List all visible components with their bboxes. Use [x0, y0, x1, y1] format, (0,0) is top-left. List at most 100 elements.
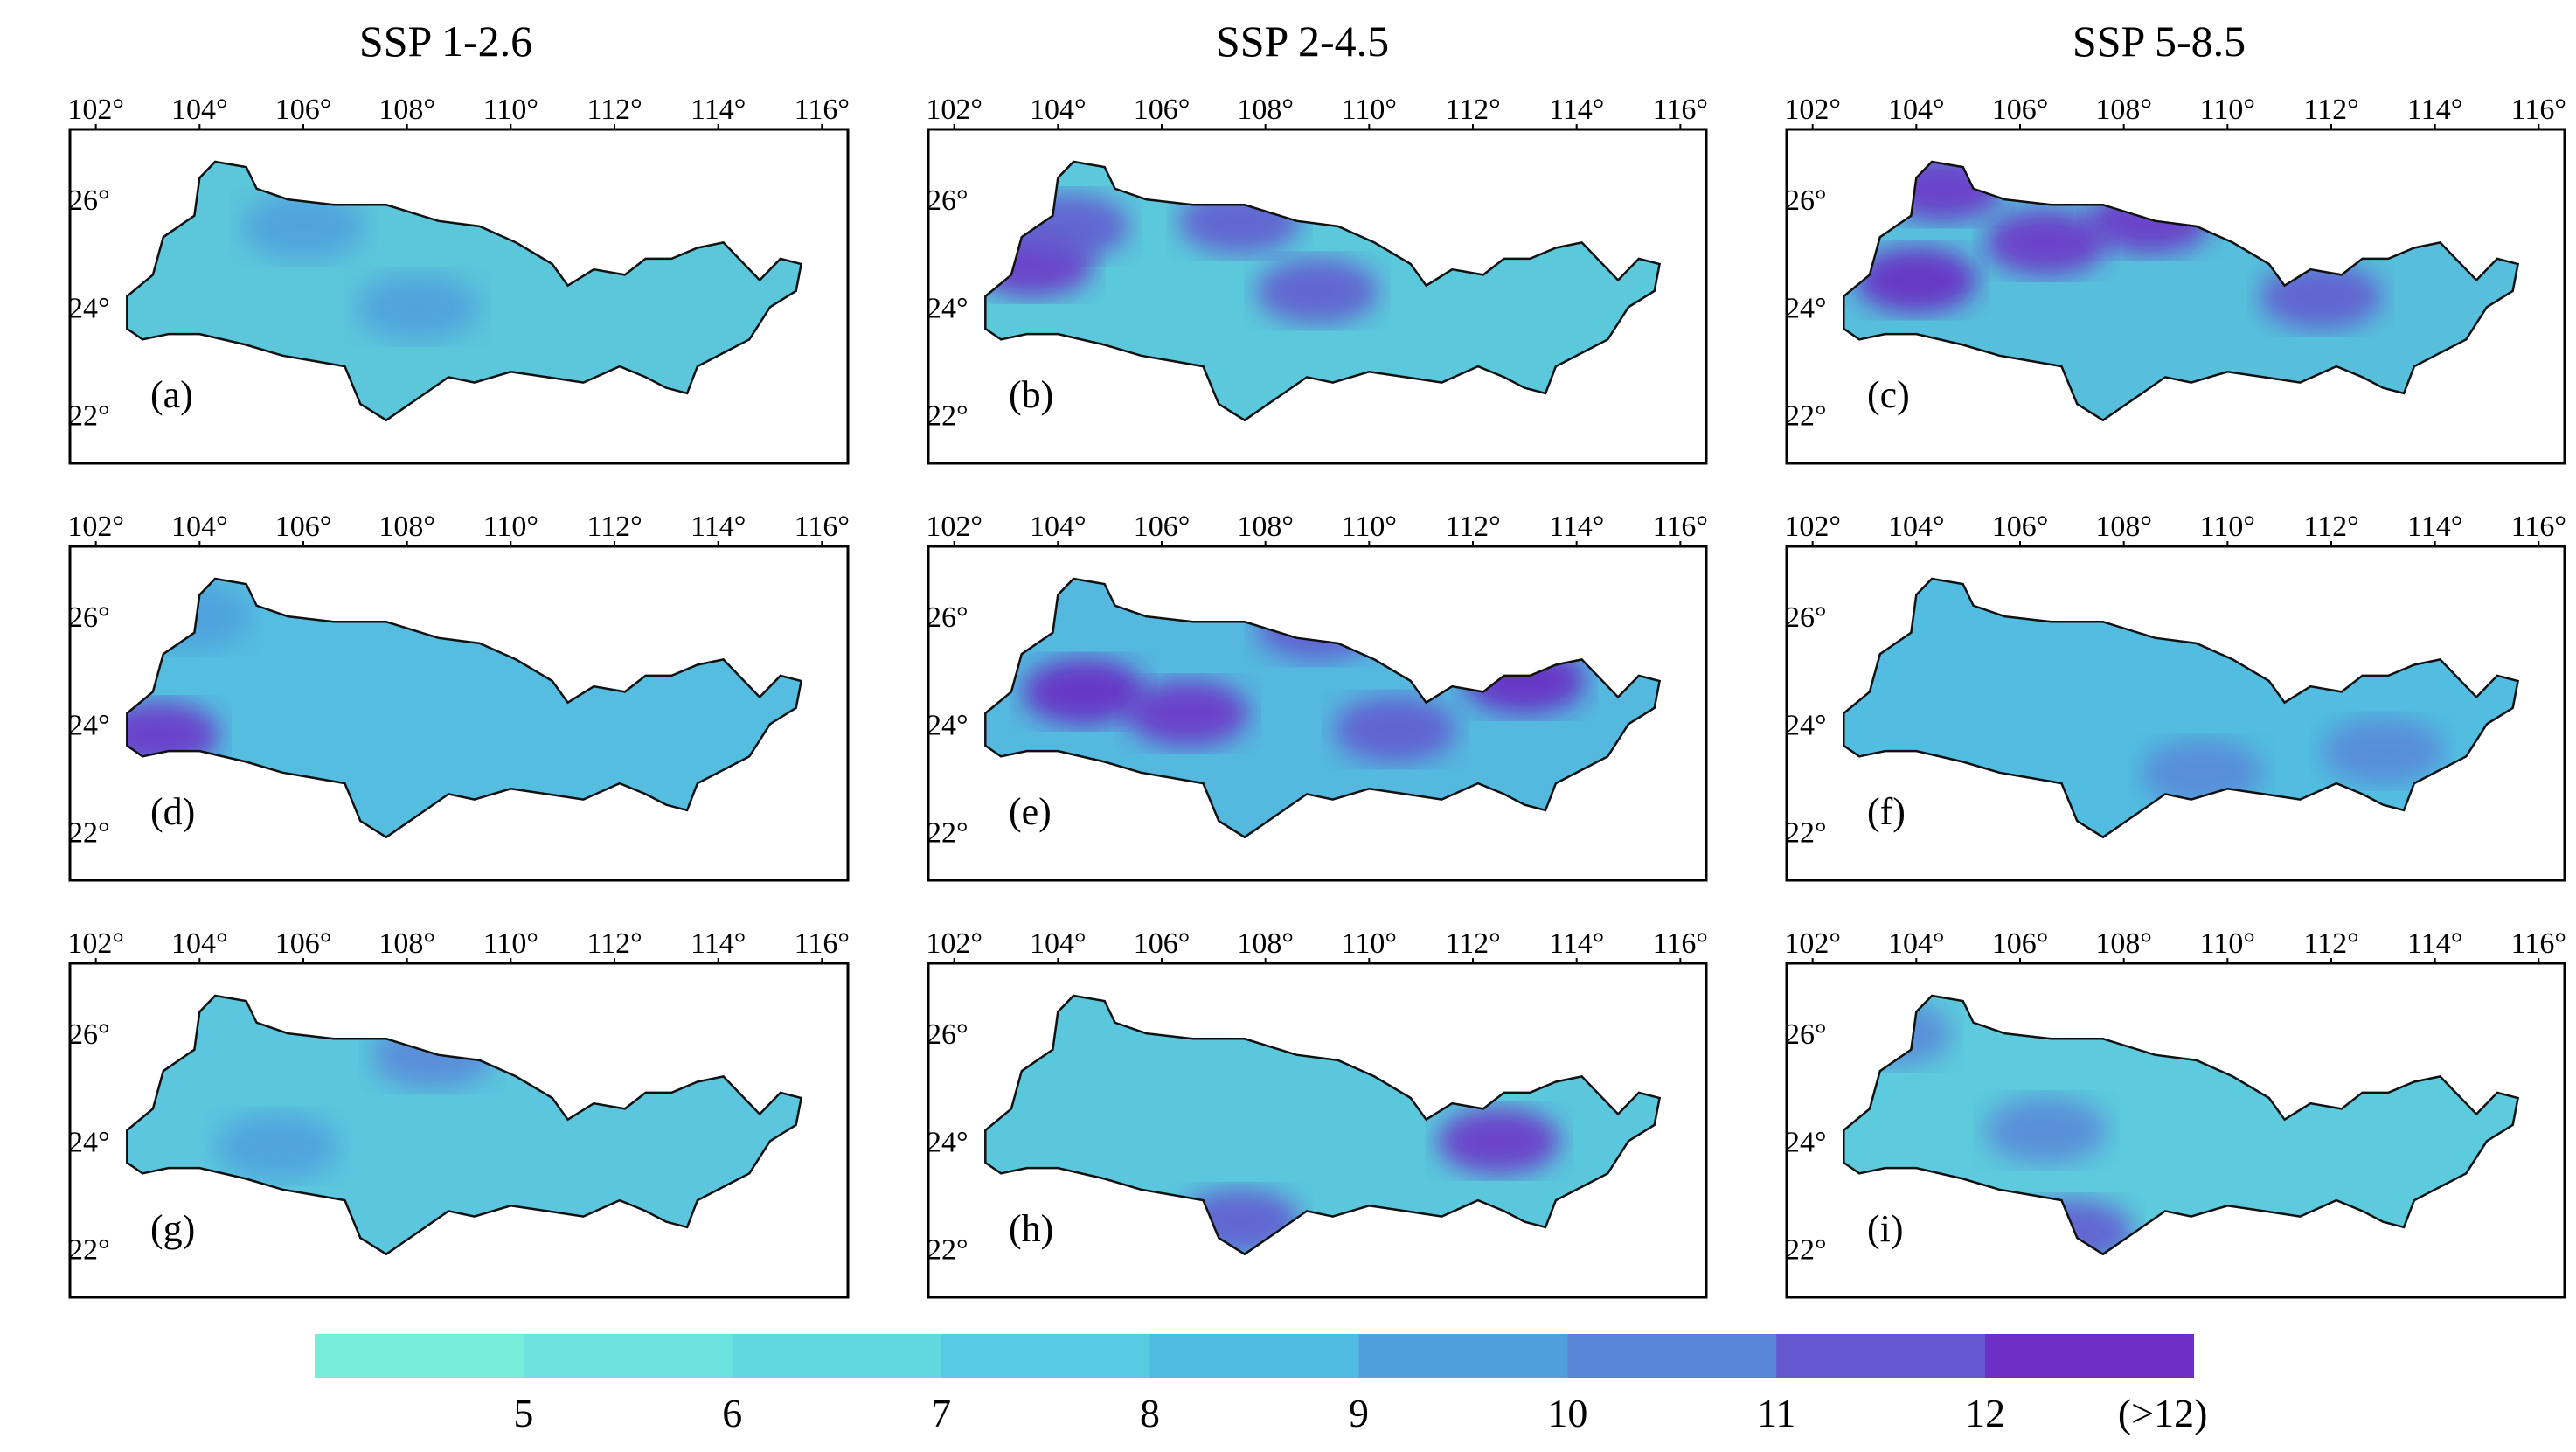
map-svg: 102° 104° 106° 108° 110° 112° 114° 116° 26° 24° 22… — [926, 927, 1708, 1299]
lon-tick-label: 110° — [1342, 94, 1397, 126]
lon-tick-label: 110° — [2200, 511, 2255, 543]
lon-tick-label: 104° — [1888, 511, 1945, 543]
basin-outline — [1843, 160, 2520, 422]
lon-tick-label: 102° — [67, 511, 124, 543]
lon-tick-label: 106° — [1992, 511, 2049, 543]
lon-tick-label: 102° — [1784, 94, 1841, 126]
lat-tick-label: 24° — [68, 292, 110, 324]
lon-tick-label: 102° — [1784, 927, 1841, 960]
hotspot — [356, 274, 479, 341]
map-panel-d: 102° 104° 106° 108° 110° 112° 114° 116° 26° 24° 22… — [35, 503, 865, 893]
colorbar-segment — [941, 1334, 1151, 1378]
map-svg: 102° 104° 106° 108° 110° 112° 114° 116° 26° 24° 22… — [1784, 511, 2566, 882]
basin-outline — [126, 994, 803, 1256]
hotspot — [1984, 209, 2107, 276]
lon-tick-label: 116° — [2511, 511, 2566, 543]
lon-tick-label: 104° — [171, 511, 228, 543]
lat-tick-label: 26° — [1785, 184, 1827, 217]
lat-tick-label: 26° — [68, 1018, 110, 1051]
lat-tick-label: 22° — [68, 1234, 110, 1267]
lat-tick-label: 26° — [1785, 1018, 1827, 1051]
hotspot — [1334, 696, 1456, 763]
map-panel-i: 102° 104° 106° 108° 110° 112° 114° 116° 26° 24° 22… — [1752, 920, 2576, 1310]
panel-label: (d) — [150, 790, 195, 833]
colorbar-segment — [315, 1334, 524, 1378]
lon-tick-label: 110° — [2200, 927, 2255, 960]
lat-tick-label: 24° — [927, 709, 969, 741]
lat-tick-label: 24° — [927, 1126, 969, 1158]
lon-tick-label: 102° — [1784, 511, 1841, 543]
hotspot — [1023, 658, 1145, 726]
lon-tick-label: 110° — [2200, 94, 2255, 126]
lat-tick-label: 24° — [1785, 709, 1827, 741]
lon-tick-label: 104° — [1030, 94, 1087, 126]
hotspot — [1256, 257, 1378, 324]
lon-tick-label: 110° — [483, 511, 538, 543]
lon-tick-label: 116° — [1653, 511, 1708, 543]
map-svg: 102° 104° 106° 108° 110° 112° 114° 116° 26° 24° 22… — [67, 94, 850, 465]
lon-tick-label: 114° — [1549, 94, 1604, 126]
lon-tick-label: 102° — [926, 927, 982, 960]
colorbar-label: 10 — [1547, 1391, 1588, 1435]
lat-tick-label: 24° — [1785, 1126, 1827, 1158]
lon-tick-label: 116° — [1653, 927, 1708, 960]
lon-tick-label: 106° — [1134, 94, 1191, 126]
map-panel-e: 102° 104° 106° 108° 110° 112° 114° 116° 26° 24° 22… — [893, 503, 1724, 893]
colorbar-segment — [1985, 1334, 2194, 1378]
lon-tick-label: 104° — [171, 94, 228, 126]
panel-label: (i) — [1867, 1207, 1904, 1250]
lat-tick-label: 22° — [1785, 1234, 1827, 1267]
colorbar-segment — [1358, 1334, 1568, 1378]
column-title-ssp126: SSP 1-2.6 — [358, 17, 533, 66]
panel-label: (f) — [1867, 790, 1906, 833]
map-svg: 102° 104° 106° 108° 110° 112° 114° 116° 26° 24° 22… — [67, 511, 850, 882]
basin-outline — [1843, 994, 2520, 1256]
column-title-ssp585: SSP 5-8.5 — [2072, 17, 2246, 66]
lon-tick-label: 104° — [1030, 927, 1087, 960]
lon-tick-label: 106° — [1134, 927, 1191, 960]
panel-label: (a) — [150, 373, 193, 416]
lon-tick-label: 112° — [2303, 511, 2358, 543]
basin-raster — [127, 162, 802, 420]
hotspot — [1984, 1097, 2107, 1164]
map-panel-b: 102° 104° 106° 108° 110° 112° 114° 116° 26° 24° 22… — [893, 86, 1724, 476]
lon-tick-label: 116° — [1653, 94, 1708, 126]
lon-tick-label: 108° — [1237, 927, 1294, 960]
lon-tick-label: 108° — [1237, 511, 1294, 543]
lon-tick-label: 116° — [795, 511, 850, 543]
hotspot — [2322, 718, 2445, 785]
colorbar-label: (>12) — [2117, 1391, 2208, 1435]
basin-outline — [126, 160, 803, 422]
lon-tick-label: 114° — [2407, 511, 2462, 543]
lon-tick-label: 116° — [795, 927, 850, 960]
colorbar — [315, 1334, 2194, 1378]
map-svg: 102° 104° 106° 108° 110° 112° 114° 116° 26° 24° 22… — [1784, 927, 2566, 1299]
lat-tick-label: 22° — [1785, 817, 1827, 850]
lon-tick-label: 110° — [483, 94, 538, 126]
lon-tick-label: 106° — [1134, 511, 1191, 543]
lon-tick-label: 112° — [1445, 94, 1500, 126]
basin-outline — [126, 577, 803, 839]
lon-tick-label: 108° — [1237, 94, 1294, 126]
colorbar-label: 6 — [722, 1391, 743, 1435]
lon-tick-label: 108° — [378, 94, 435, 126]
panel-label: (g) — [150, 1207, 195, 1250]
colorbar-segment — [732, 1334, 942, 1378]
lon-tick-label: 106° — [1992, 927, 2049, 960]
lon-tick-label: 104° — [1030, 511, 1087, 543]
lon-tick-label: 114° — [691, 511, 746, 543]
basin-outline — [1843, 577, 2520, 839]
map-panel-c: 102° 104° 106° 108° 110° 112° 114° 116° 26° 24° 22… — [1752, 86, 2576, 476]
colorbar-label: 9 — [1348, 1391, 1369, 1435]
lon-tick-label: 108° — [378, 927, 435, 960]
lon-tick-label: 102° — [926, 94, 982, 126]
lon-tick-label: 104° — [1888, 927, 1945, 960]
lon-tick-label: 106° — [275, 927, 332, 960]
lon-tick-label: 114° — [1549, 511, 1604, 543]
lon-tick-label: 108° — [2095, 927, 2152, 960]
colorbar-label: 12 — [1965, 1391, 2006, 1435]
hotspot — [242, 192, 365, 260]
colorbar-segment — [1776, 1334, 1986, 1378]
map-panel-g: 102° 104° 106° 108° 110° 112° 114° 116° 26° 24° 22… — [35, 920, 865, 1310]
column-title-ssp245: SSP 2-4.5 — [1215, 17, 1390, 66]
